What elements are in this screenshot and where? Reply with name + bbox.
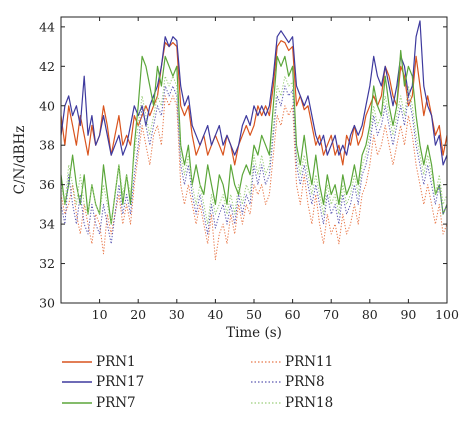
y-axis-label: C/N/dBHz [12, 126, 28, 195]
legend-label-prn18: PRN18 [285, 395, 333, 411]
x-tick-label: 60 [285, 307, 301, 322]
legend-label-prn11: PRN11 [285, 354, 333, 370]
series-line-prn11 [60, 95, 448, 261]
x-tick-label: 30 [169, 307, 185, 322]
x-tick-label: 100 [435, 307, 459, 322]
ticks-layer: 10 20 30 40 50 60 70 80 90 100 30 32 34 36 38 40 42 44 [39, 17, 459, 322]
series-line-prn8 [60, 85, 448, 245]
series-line-prn7 [60, 49, 448, 225]
series-line-prn1 [60, 40, 448, 166]
x-tick-label: 90 [400, 307, 416, 322]
x-axis-label: Time (s) [226, 325, 282, 341]
y-tick-label: 38 [39, 138, 55, 153]
y-tick-label: 42 [39, 59, 55, 74]
y-tick-label: 40 [39, 98, 55, 113]
x-tick-label: 80 [362, 307, 378, 322]
y-tick-label: 34 [39, 217, 55, 232]
legend-label-prn7: PRN7 [96, 395, 136, 411]
y-tick-label: 36 [39, 177, 55, 192]
x-tick-label: 20 [130, 307, 146, 322]
legend: PRN1 PRN17 PRN7 PRN11 PRN8 PRN18 [62, 354, 333, 411]
x-tick-label: 70 [323, 307, 339, 322]
legend-label-prn1: PRN1 [96, 354, 136, 370]
series-layer [60, 20, 448, 261]
x-tick-label: 40 [207, 307, 223, 322]
legend-label-prn17: PRN17 [96, 374, 144, 390]
x-tick-label: 50 [246, 307, 262, 322]
legend-label-prn8: PRN8 [285, 374, 325, 390]
x-tick-label: 10 [92, 307, 108, 322]
series-line-prn18 [60, 75, 448, 225]
series-line-prn17 [60, 20, 448, 166]
y-tick-label: 30 [39, 296, 55, 311]
y-tick-label: 44 [39, 19, 55, 34]
y-tick-label: 32 [39, 256, 55, 271]
